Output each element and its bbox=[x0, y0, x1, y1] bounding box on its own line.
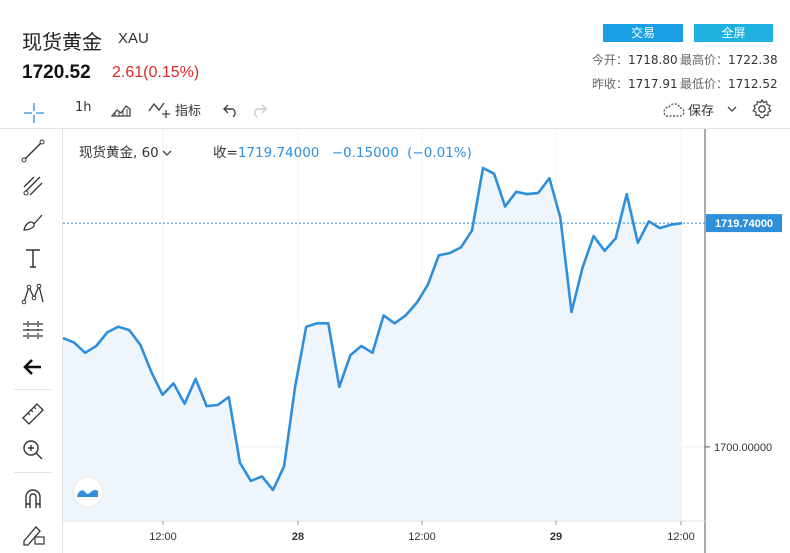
cloud-icon[interactable] bbox=[660, 101, 686, 119]
chart-axes: 1700.00000 12:00 28 12:00 29 12:00 1719.74000 bbox=[63, 129, 782, 553]
pitchfork-icon[interactable] bbox=[20, 173, 46, 199]
current-price: 1720.52 bbox=[22, 62, 91, 83]
stat-low: 最低价：1712.52 bbox=[680, 75, 778, 92]
legend-separator: , bbox=[133, 145, 142, 161]
indicators-icon[interactable] bbox=[147, 99, 173, 119]
instrument-name: 现货黄金 bbox=[22, 30, 102, 54]
chart-type-icon[interactable] bbox=[110, 101, 132, 119]
stat-high-label: 最高价： bbox=[680, 53, 729, 67]
pattern-icon[interactable] bbox=[20, 281, 46, 307]
legend-change: −0.15000 bbox=[331, 145, 399, 161]
trend-line-icon[interactable] bbox=[20, 138, 46, 164]
text-icon[interactable] bbox=[20, 245, 46, 271]
brush-icon[interactable] bbox=[20, 210, 46, 236]
chart-logo-icon[interactable] bbox=[71, 476, 105, 508]
stat-high-value: 1722.38 bbox=[728, 53, 778, 67]
stat-prev-value: 1717.91 bbox=[628, 77, 678, 91]
x-tick-label: 12:00 bbox=[149, 531, 177, 543]
prediction-icon[interactable] bbox=[20, 317, 46, 343]
stat-open-label: 今开： bbox=[592, 53, 629, 67]
arrow-left-icon[interactable] bbox=[20, 354, 46, 380]
sidebar-divider bbox=[62, 128, 63, 553]
gear-icon[interactable] bbox=[751, 98, 773, 120]
stat-prev-label: 昨收： bbox=[592, 77, 629, 91]
redo-icon[interactable] bbox=[250, 102, 268, 118]
legend-close-label: 收= bbox=[213, 145, 238, 161]
magnet-icon[interactable] bbox=[20, 486, 46, 512]
indicators-button[interactable]: 指标 bbox=[175, 104, 202, 119]
legend-symbol[interactable]: 现货黄金, 60 bbox=[79, 141, 172, 161]
x-tick-label: 12:00 bbox=[408, 531, 436, 543]
undo-icon[interactable] bbox=[222, 102, 240, 118]
chevron-down-icon[interactable] bbox=[726, 104, 738, 114]
last-price-label: 1719.74000 bbox=[715, 218, 773, 230]
x-tick-label: 28 bbox=[292, 531, 304, 543]
instrument-code: XAU bbox=[118, 30, 149, 47]
save-button[interactable]: 保存 bbox=[688, 104, 715, 119]
price-area bbox=[63, 168, 682, 521]
sidebar-separator bbox=[14, 472, 52, 473]
sidebar-separator bbox=[14, 389, 52, 390]
last-price-badge bbox=[706, 214, 782, 233]
stat-low-value: 1712.52 bbox=[728, 77, 778, 91]
chevron-down-icon[interactable] bbox=[162, 149, 172, 157]
trade-button[interactable]: 交易 bbox=[603, 24, 683, 42]
toolbar-divider bbox=[0, 128, 790, 129]
zoom-in-icon[interactable] bbox=[20, 437, 46, 463]
fullscreen-button[interactable]: 全屏 bbox=[694, 24, 773, 42]
legend-interval: 60 bbox=[141, 145, 159, 161]
interval-selector[interactable]: 1h bbox=[75, 100, 92, 115]
ruler-icon[interactable] bbox=[20, 401, 46, 427]
stat-high: 最高价：1722.38 bbox=[680, 51, 778, 68]
x-tick-label: 12:00 bbox=[667, 531, 695, 543]
crosshair-icon[interactable] bbox=[22, 101, 46, 125]
legend-symbol-name: 现货黄金 bbox=[79, 145, 133, 161]
stat-low-label: 最低价： bbox=[680, 77, 729, 91]
legend-close-value: 1719.74000 bbox=[237, 145, 320, 161]
stat-prev: 昨收：1717.91 bbox=[592, 75, 678, 92]
stat-open-value: 1718.80 bbox=[628, 53, 678, 67]
stat-open: 今开：1718.80 bbox=[592, 51, 678, 68]
lock-pencil-icon[interactable] bbox=[20, 521, 46, 547]
price-line[interactable] bbox=[62, 166, 683, 492]
legend-values: 收=1719.74000 −0.15000 (−0.01%) bbox=[213, 141, 472, 161]
price-change: 2.61(0.15%) bbox=[112, 64, 200, 81]
x-tick-label: 29 bbox=[550, 531, 562, 543]
legend-change-pct: (−0.01%) bbox=[407, 145, 472, 161]
y-tick-label: 1700.00000 bbox=[714, 442, 772, 454]
